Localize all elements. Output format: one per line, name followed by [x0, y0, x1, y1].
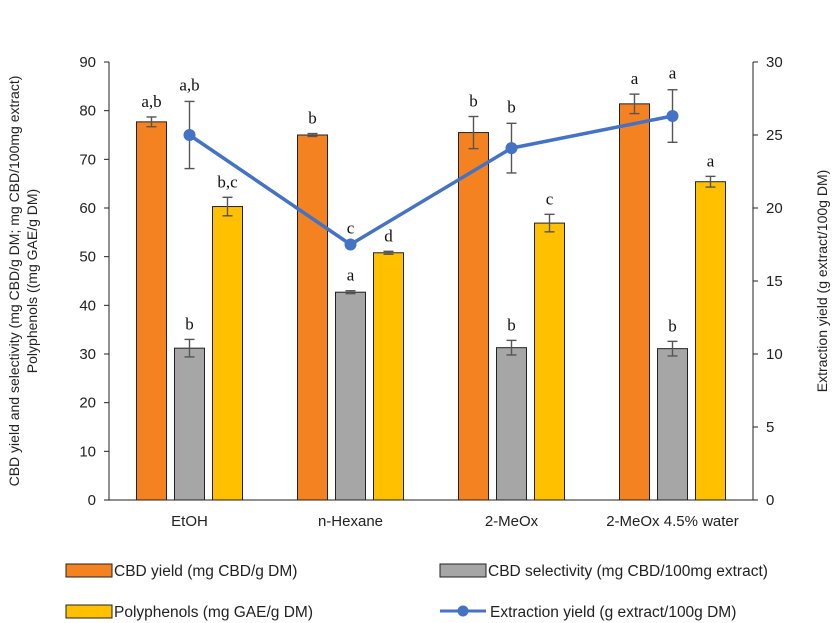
legend: CBD yield (mg CBD/g DM) CBD selectivity … — [65, 563, 768, 621]
legend-label-cbd-yield: CBD yield (mg CBD/g DM) — [114, 563, 297, 580]
axes — [108, 62, 754, 501]
extraction-yield-polyline — [188, 114, 673, 247]
left-tick-label: 70 — [79, 151, 96, 168]
right-tick-label: 10 — [766, 346, 783, 363]
bar — [297, 134, 328, 501]
extraction-yield-line — [183, 89, 679, 251]
left-tick-label: 40 — [79, 297, 96, 314]
left-tick-label: 30 — [79, 346, 96, 363]
significance-label: c — [546, 189, 554, 208]
legend-label-cbd-selectivity: CBD selectivity (mg CBD/100mg extract) — [488, 563, 768, 580]
bar — [534, 222, 565, 501]
extraction-yield-point — [505, 142, 518, 155]
bar — [335, 291, 366, 501]
bar — [458, 132, 489, 501]
significance-label: b — [469, 92, 478, 111]
left-tick-label: 10 — [79, 443, 96, 460]
category-label: EtOH — [171, 513, 208, 530]
error-bars — [146, 93, 716, 358]
significance-label: b — [308, 109, 317, 128]
y-axis-title-line-1: CBD yield and selectivity (mg CBD/g DM; … — [6, 76, 22, 487]
extraction-yield-point — [666, 110, 679, 123]
bar — [619, 103, 650, 501]
significance-label: d — [384, 226, 393, 245]
bar — [373, 252, 404, 501]
significance-label: a,b — [141, 92, 161, 111]
legend-marker-extraction-yield — [457, 605, 469, 617]
significance-label: a — [669, 64, 677, 83]
significance-label: a,b — [179, 75, 199, 94]
significance-label: b — [185, 314, 194, 333]
significance-label: c — [347, 219, 355, 238]
right-tick-label: 0 — [766, 492, 774, 509]
significance-label: b — [507, 97, 516, 116]
left-tick-label: 50 — [79, 249, 96, 266]
left-tick-label: 20 — [79, 395, 96, 412]
right-tick-label: 15 — [766, 273, 783, 290]
legend-swatch-cbd-yield — [65, 563, 113, 578]
left-ticks: 0 10 20 30 40 50 60 70 80 90 — [79, 54, 109, 509]
bar — [496, 347, 527, 501]
bar — [657, 348, 688, 501]
extraction-yield-point — [344, 238, 357, 251]
bar — [695, 181, 726, 501]
bars — [136, 103, 726, 501]
significance-label: b — [668, 316, 677, 335]
category-label: 2-MeOx 4.5% water — [606, 513, 739, 530]
left-tick-label: 90 — [79, 54, 96, 71]
y2-axis-title: Extraction yield (g extract/100g DM) — [814, 170, 830, 393]
significance-label: b,c — [217, 172, 238, 191]
legend-swatch-cbd-selectivity — [439, 563, 487, 578]
right-tick-label: 20 — [766, 200, 783, 217]
left-tick-label: 80 — [79, 103, 96, 120]
category-labels: EtOH n-Hexane 2-MeOx 2-MeOx 4.5% water — [171, 513, 739, 530]
legend-label-polyphenols: Polyphenols (mg GAE/g DM) — [114, 604, 313, 621]
bar — [174, 347, 205, 501]
significance-label: a — [347, 266, 355, 285]
category-label: n-Hexane — [318, 513, 383, 530]
bar — [212, 206, 243, 501]
extraction-yield-point — [183, 129, 196, 141]
right-ticks: 0 5 10 15 20 25 30 — [753, 54, 783, 509]
significance-label: b — [507, 315, 516, 334]
significance-label: a — [631, 69, 639, 88]
right-tick-label: 5 — [766, 419, 774, 436]
right-tick-label: 25 — [766, 127, 783, 144]
left-tick-label: 0 — [88, 492, 96, 509]
legend-swatch-polyphenols — [65, 604, 113, 619]
significance-label: a — [707, 151, 715, 170]
bar — [136, 121, 167, 501]
y-axis-title-line-2: Polyphenols ((mg GAE/g DM) — [24, 189, 40, 373]
significance-labels: a,b b b,c b a d b b c a b a a,b c b a — [141, 64, 714, 336]
right-tick-label: 30 — [766, 54, 783, 71]
legend-label-extraction-yield: Extraction yield (g extract/100g DM) — [490, 604, 736, 621]
left-tick-label: 60 — [79, 200, 96, 217]
category-label: 2-MeOx — [485, 513, 539, 530]
